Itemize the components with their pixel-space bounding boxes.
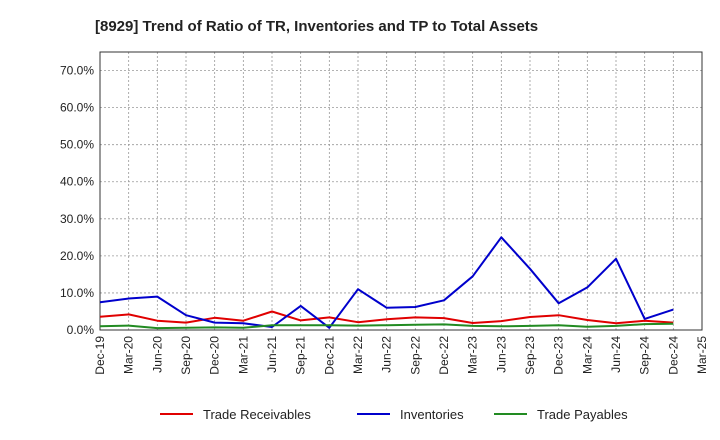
x-tick-label: Dec-21 [322,336,336,375]
axes: 0.0% 10.0% 20.0% 30.0% 40.0% 50.0% 60.0% 70.0% D… [60,51,709,375]
x-tick-label: Dec-19 [93,336,107,375]
grid [99,52,703,331]
y-tick-label: 60.0% [60,101,94,115]
x-tick-label: Mar-23 [466,336,480,374]
y-tick-label: 40.0% [60,175,94,189]
y-tick-label: 50.0% [60,138,94,152]
x-tick-label: Dec-24 [666,336,680,375]
x-tick-label: Dec-22 [437,336,451,375]
x-tick-label: Mar-25 [695,336,709,374]
x-tick-label: Mar-22 [351,336,365,374]
x-tick-label: Jun-24 [609,336,623,373]
x-tick-label: Sep-20 [179,336,193,375]
chart-title: [8929] Trend of Ratio of TR, Inventories… [95,18,538,35]
plot-frame [99,51,703,331]
series-line-trade-receivables [99,310,674,325]
x-tick-label: Jun-21 [265,336,279,373]
series [99,236,674,330]
x-tick-label: Mar-21 [236,336,250,374]
x-tick-label: Sep-23 [523,336,537,375]
x-tick-label: Sep-24 [638,336,652,375]
x-tick-label: Sep-21 [294,336,308,375]
x-tick-label: Jun-20 [150,336,164,373]
y-tick-label: 0.0% [67,323,95,337]
y-tick-label: 10.0% [60,286,94,300]
x-tick-label: Jun-22 [380,336,394,373]
series-line-trade-payables [99,322,674,330]
legend-label: Trade Receivables [203,407,311,422]
x-tick-label: Mar-24 [580,336,594,374]
y-tick-label: 20.0% [60,249,94,263]
y-tick-label: 70.0% [60,64,94,78]
legend: Trade Receivables Inventories Trade Payabl… [160,407,628,422]
legend-label: Inventories [400,407,464,422]
x-tick-label: Dec-23 [552,336,566,375]
x-tick-label: Sep-22 [408,336,422,375]
series-line-inventories [99,236,674,329]
x-tick-label: Jun-23 [494,336,508,373]
y-tick-label: 30.0% [60,212,94,226]
x-tick-label: Mar-20 [122,336,136,374]
x-tick-label: Dec-20 [208,336,222,375]
legend-label: Trade Payables [537,407,628,422]
